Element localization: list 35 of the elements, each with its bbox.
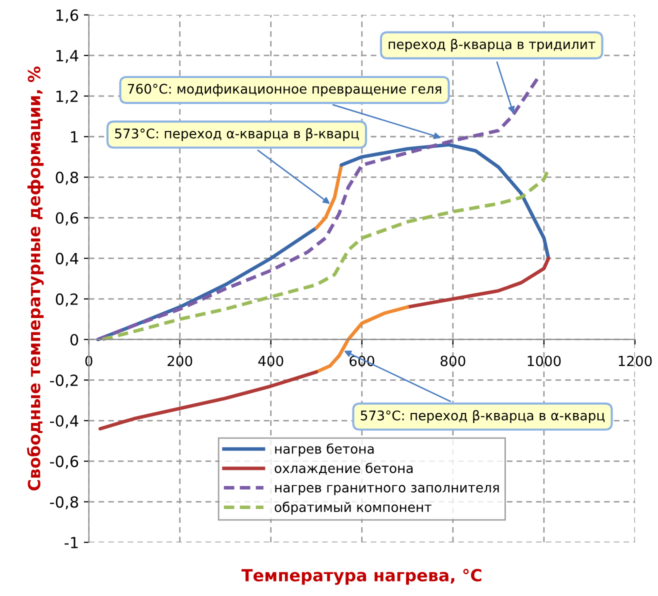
x-tick-label: 400 [258, 356, 284, 366]
y-tick-label: 0,6 [56, 212, 78, 226]
y-tick-label: -0,2 [50, 374, 78, 388]
y-tick-label: 1 [71, 131, 78, 142]
annotation: 760°C: модификационное превращение геля [128, 84, 442, 96]
legend-label: обратимый компонент [274, 502, 432, 515]
x-tick-label: 200 [168, 356, 192, 366]
y-tick-label: -0,8 [50, 496, 78, 510]
x-tick-label: 1200 [618, 356, 652, 366]
x-tick-label: 1000 [528, 356, 561, 366]
line-series [340, 143, 550, 260]
legend-label: нагрев гранитного заполнителя [275, 484, 499, 496]
y-tick-label: -1 [64, 537, 78, 548]
line-series [98, 370, 318, 430]
x-tick-label: 0 [85, 356, 92, 366]
y-tick-label: 0 [70, 334, 78, 346]
annotation: 573°C: переход α-кварца в β-кварц [115, 128, 359, 142]
annotation: 573°C: переход β-кварца в α-кварц [360, 410, 605, 424]
y-tick-label: 1,4 [56, 50, 78, 64]
y-tick-label: 0,8 [56, 172, 78, 185]
y-tick-label: -0,6 [50, 456, 78, 469]
legend-label: нагрев бетона [275, 443, 374, 456]
y-axis-title: Свободные температурные деформации, % [26, 66, 44, 490]
y-tick-label: 0,2 [56, 293, 78, 306]
line-series [314, 163, 344, 230]
x-axis-title: Температура нагрева, °C [241, 568, 482, 585]
x-tick-label: 800 [440, 356, 466, 366]
y-tick-label: -0,4 [50, 415, 78, 428]
y-tick-label: 1,6 [56, 9, 78, 22]
y-tick-label: 1,2 [56, 90, 78, 104]
legend-label: охлаждение бетона [274, 462, 413, 475]
line-series [314, 305, 410, 374]
line-series [406, 256, 550, 309]
annotation: переход β-кварца в тридилит [388, 38, 596, 52]
y-tick-label: 0,4 [56, 252, 78, 266]
